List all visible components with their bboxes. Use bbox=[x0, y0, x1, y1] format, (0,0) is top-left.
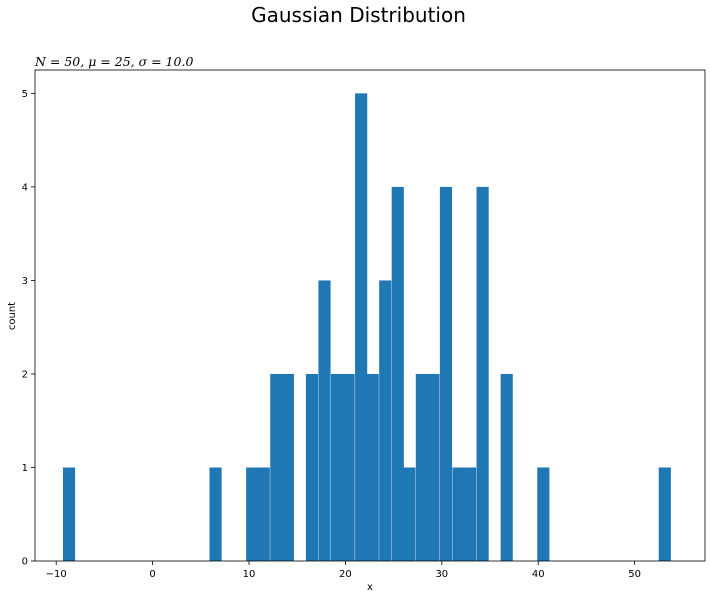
y-tick-label: 2 bbox=[22, 369, 28, 380]
x-tick-label: 40 bbox=[532, 569, 545, 580]
histogram-bar bbox=[281, 373, 294, 561]
x-tick-label: 30 bbox=[435, 569, 448, 580]
y-tick-label: 0 bbox=[22, 557, 28, 568]
histogram-bar bbox=[391, 186, 404, 561]
chart-subtitle: N = 50, μ = 25, σ = 10.0 bbox=[34, 54, 193, 69]
x-tick-label: −10 bbox=[46, 569, 67, 580]
plot-frame bbox=[34, 69, 706, 562]
histogram-bar bbox=[270, 373, 283, 561]
y-tick-label: 4 bbox=[22, 182, 28, 193]
x-axis-label: x bbox=[367, 582, 373, 593]
histogram-bar bbox=[476, 186, 489, 561]
histogram-bar bbox=[355, 93, 368, 561]
chart-title: Gaussian Distribution bbox=[251, 3, 466, 27]
histogram-bar bbox=[500, 373, 513, 561]
x-tick-label: 50 bbox=[628, 569, 641, 580]
x-tick-label: 10 bbox=[243, 569, 256, 580]
y-tick-label: 1 bbox=[22, 463, 28, 474]
histogram-bar bbox=[403, 467, 416, 561]
histogram-bar bbox=[257, 467, 270, 561]
histogram-bar bbox=[379, 280, 392, 561]
y-tick-label: 5 bbox=[22, 89, 28, 100]
histogram-bar bbox=[330, 373, 344, 561]
histogram-bar bbox=[415, 373, 428, 561]
histogram-bar bbox=[246, 467, 259, 561]
histogram-bar bbox=[318, 280, 331, 561]
histogram-bar bbox=[366, 373, 379, 561]
y-axis-label: count bbox=[7, 302, 18, 330]
histogram-bar bbox=[209, 467, 222, 561]
histogram-bar bbox=[452, 467, 465, 561]
x-tick-label: 0 bbox=[149, 569, 155, 580]
histogram-bar bbox=[463, 467, 477, 561]
histogram-bar bbox=[427, 373, 440, 561]
histogram-bar bbox=[537, 467, 550, 561]
y-axis-ticks: 0 1 2 3 4 5 bbox=[22, 89, 35, 568]
histogram-bars bbox=[62, 93, 671, 561]
x-tick-label: 20 bbox=[339, 569, 352, 580]
histogram-bar bbox=[305, 373, 319, 561]
histogram-bar bbox=[439, 186, 453, 561]
y-tick-label: 3 bbox=[22, 276, 28, 287]
x-axis-ticks: −10 0 10 20 30 40 50 bbox=[46, 561, 641, 580]
histogram-bar bbox=[658, 467, 671, 561]
histogram-bar bbox=[342, 373, 355, 561]
histogram-bar bbox=[62, 467, 76, 561]
